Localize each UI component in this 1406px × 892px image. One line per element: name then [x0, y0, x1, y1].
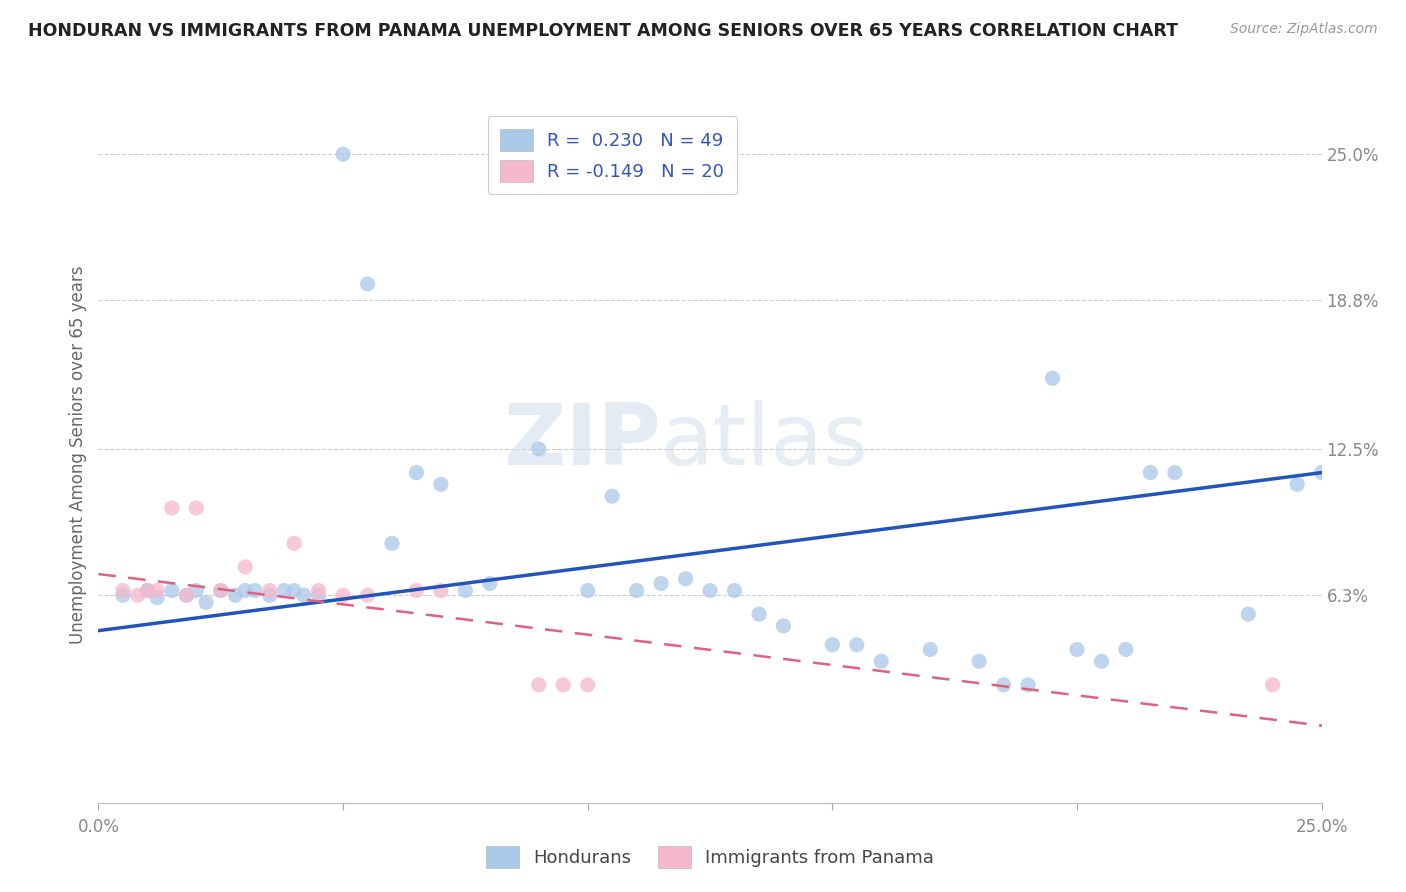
Point — [430, 477, 453, 491]
Point — [356, 588, 378, 602]
Point — [224, 588, 246, 602]
Point — [723, 583, 745, 598]
Point — [308, 588, 330, 602]
Point — [600, 489, 623, 503]
Point — [920, 642, 942, 657]
Point — [478, 576, 501, 591]
Point — [136, 583, 159, 598]
Point — [1090, 654, 1112, 668]
Text: Source: ZipAtlas.com: Source: ZipAtlas.com — [1230, 22, 1378, 37]
Point — [176, 588, 198, 602]
Point — [160, 583, 183, 598]
Point — [626, 583, 648, 598]
Point — [233, 560, 256, 574]
Point — [576, 678, 599, 692]
Point — [273, 583, 295, 598]
Point — [111, 588, 134, 602]
Point — [845, 638, 868, 652]
Point — [127, 588, 149, 602]
Point — [209, 583, 232, 598]
Point — [146, 583, 169, 598]
Point — [772, 619, 794, 633]
Point — [993, 678, 1015, 692]
Point — [308, 583, 330, 598]
Point — [259, 588, 281, 602]
Point — [527, 442, 550, 456]
Point — [1164, 466, 1187, 480]
Point — [186, 500, 208, 515]
Point — [356, 277, 378, 291]
Point — [1115, 642, 1137, 657]
Y-axis label: Unemployment Among Seniors over 65 years: Unemployment Among Seniors over 65 years — [69, 266, 87, 644]
Point — [675, 572, 697, 586]
Point — [430, 583, 453, 598]
Point — [405, 466, 427, 480]
Point — [176, 588, 198, 602]
Point — [1139, 466, 1161, 480]
Point — [1042, 371, 1064, 385]
Point — [292, 588, 315, 602]
Point — [332, 588, 354, 602]
Point — [967, 654, 990, 668]
Point — [821, 638, 844, 652]
Point — [259, 583, 281, 598]
Point — [527, 678, 550, 692]
Point — [233, 583, 256, 598]
Point — [195, 595, 218, 609]
Point — [283, 536, 305, 550]
Point — [209, 583, 232, 598]
Text: HONDURAN VS IMMIGRANTS FROM PANAMA UNEMPLOYMENT AMONG SENIORS OVER 65 YEARS CORR: HONDURAN VS IMMIGRANTS FROM PANAMA UNEMP… — [28, 22, 1178, 40]
Point — [576, 583, 599, 598]
Point — [381, 536, 404, 550]
Point — [160, 500, 183, 515]
Point — [650, 576, 672, 591]
Point — [1237, 607, 1260, 621]
Point — [136, 583, 159, 598]
Point — [454, 583, 477, 598]
Point — [1310, 466, 1333, 480]
Legend: Hondurans, Immigrants from Panama: Hondurans, Immigrants from Panama — [477, 838, 943, 877]
Point — [1017, 678, 1039, 692]
Point — [1286, 477, 1309, 491]
Point — [870, 654, 893, 668]
Text: ZIP: ZIP — [503, 400, 661, 483]
Point — [111, 583, 134, 598]
Point — [553, 678, 575, 692]
Text: atlas: atlas — [661, 400, 869, 483]
Point — [748, 607, 770, 621]
Point — [243, 583, 266, 598]
Point — [405, 583, 427, 598]
Point — [332, 147, 354, 161]
Point — [1066, 642, 1088, 657]
Point — [186, 583, 208, 598]
Point — [699, 583, 721, 598]
Point — [1261, 678, 1284, 692]
Point — [283, 583, 305, 598]
Point — [146, 591, 169, 605]
